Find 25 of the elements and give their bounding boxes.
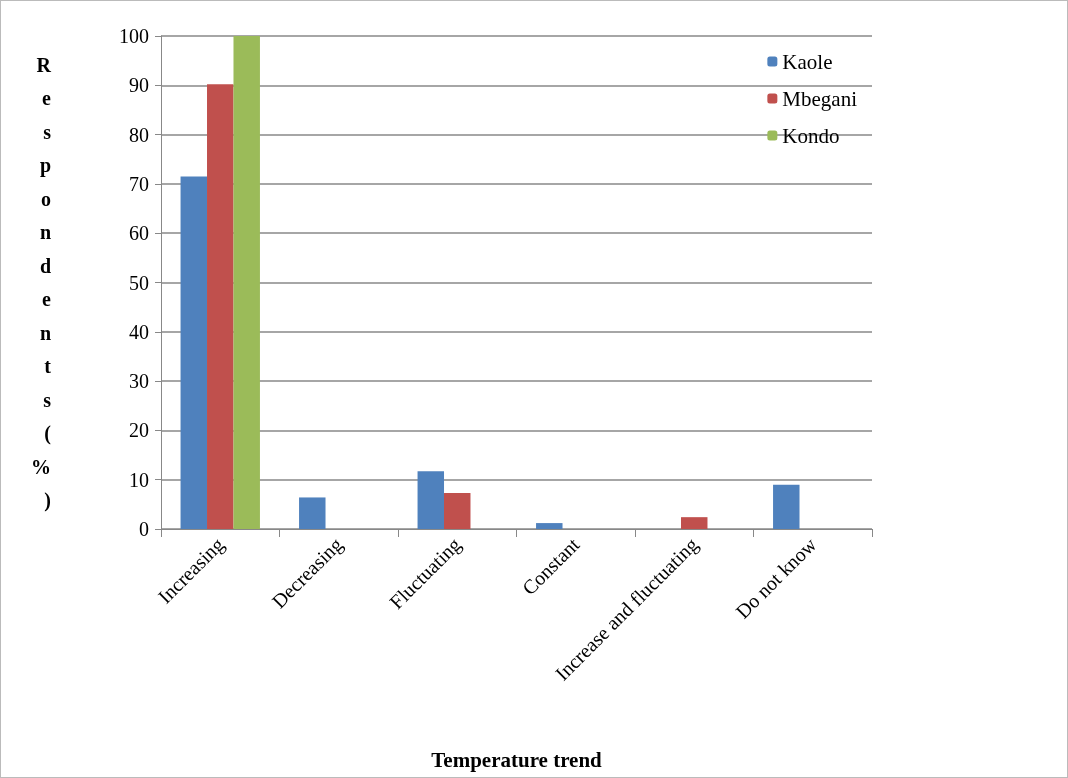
bar	[299, 497, 326, 529]
y-tick-label: 100	[119, 25, 149, 47]
bar	[180, 176, 208, 529]
legend-label: Mbegani	[782, 86, 858, 111]
y-tick-label: 70	[129, 172, 149, 195]
y-tick-label: 40	[129, 320, 149, 343]
y-tick-label: 80	[129, 123, 149, 146]
x-axis-title: Temperature trend	[431, 747, 603, 772]
text: Respondents (%)	[31, 53, 51, 512]
y-tick-label: 10	[129, 468, 149, 491]
y-tick-label: 20	[129, 419, 149, 442]
y-tick-label: 30	[129, 370, 149, 393]
legend-label: Kondo	[782, 123, 840, 148]
y-tick-label: 90	[129, 74, 149, 97]
legend-label: Kaole	[782, 49, 833, 74]
bar	[417, 471, 445, 529]
bar	[444, 493, 471, 529]
y-tick-label: 50	[129, 271, 149, 294]
bar	[207, 84, 234, 529]
bar	[681, 517, 708, 529]
bar	[536, 523, 563, 529]
y-tick-label: 60	[129, 222, 149, 245]
bar	[773, 484, 800, 529]
bar	[233, 36, 260, 529]
y-tick-label: 0	[139, 518, 149, 540]
